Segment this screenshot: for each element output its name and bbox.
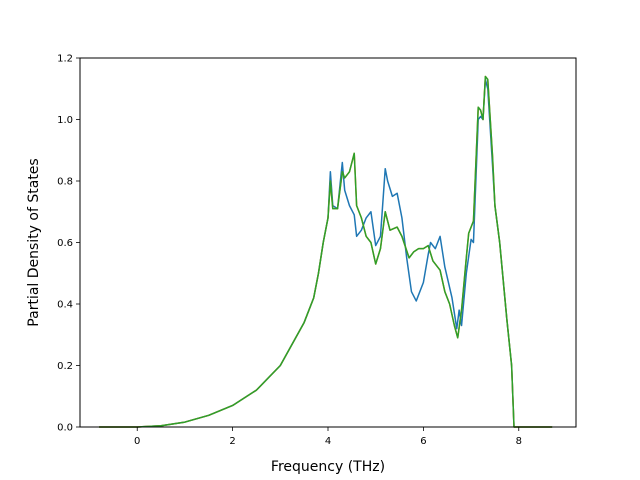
y-axis: 0.0 0.2 0.4 0.6 0.8 1.0 1.2: [57, 54, 80, 434]
y-tick-label: 0.0: [57, 423, 73, 434]
y-tick-label: 0.6: [57, 238, 73, 249]
x-tick-label: 2: [229, 436, 235, 447]
x-tick-label: 8: [516, 436, 522, 447]
x-tick-label: 4: [325, 436, 331, 447]
y-tick-label: 1.0: [57, 115, 73, 126]
x-tick-label: 6: [420, 436, 426, 447]
y-axis-label: Partial Density of States: [26, 158, 42, 326]
x-axis-label: Frequency (THz): [271, 459, 385, 475]
y-tick-label: 0.8: [57, 177, 73, 188]
x-tick-label: 0: [134, 436, 140, 447]
series-layer: [99, 75, 553, 428]
y-tick-label: 1.2: [57, 54, 73, 65]
y-tick-label: 0.2: [57, 361, 73, 372]
series-line-3: [99, 75, 553, 428]
x-axis: 0 2 4 6 8: [134, 427, 522, 447]
y-tick-label: 0.4: [57, 300, 73, 311]
